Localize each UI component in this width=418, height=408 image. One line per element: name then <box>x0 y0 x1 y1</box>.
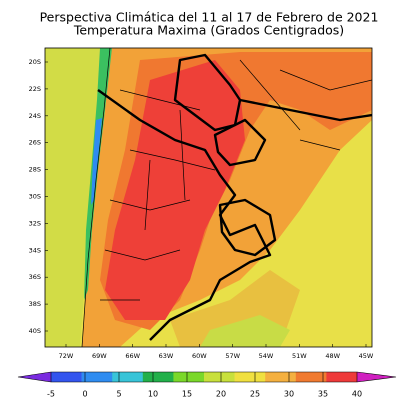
colorbar-segment <box>51 372 82 382</box>
lat-label: 36S <box>29 273 41 281</box>
map <box>44 47 373 348</box>
colorbar-label: 30 <box>284 390 294 399</box>
colorbar-label: 40 <box>352 390 362 399</box>
lat-label: 20S <box>29 58 41 66</box>
lon-label: 66W <box>125 352 140 360</box>
colorbar-segment <box>265 372 297 382</box>
lat-label: 40S <box>29 327 41 335</box>
colorbar-label: 25 <box>250 390 260 399</box>
coast <box>81 48 111 347</box>
map-frame <box>44 47 373 348</box>
south-cool <box>200 315 290 347</box>
colorbar-segment <box>326 372 358 382</box>
colorbar-segment <box>234 372 266 382</box>
uruguay-border <box>218 198 277 257</box>
lon-label: 45W <box>359 352 374 360</box>
lon-label: 57W <box>225 352 240 360</box>
lat-label: 26S <box>29 139 41 147</box>
colorbar-segment <box>295 372 327 382</box>
colorbar-end <box>18 372 51 382</box>
colorbar-label: 5 <box>116 390 121 399</box>
lon-label: 51W <box>292 352 307 360</box>
brazil-border <box>239 98 372 122</box>
pacific <box>45 48 110 347</box>
province-borders <box>100 59 372 301</box>
lat-label: 34S <box>29 246 41 254</box>
lat-label: 38S <box>29 300 41 308</box>
lon-label: 72W <box>59 352 74 360</box>
colorbar-segment <box>81 372 113 382</box>
andes-cold <box>91 118 102 205</box>
colorbar-segment <box>204 372 235 382</box>
lat-label: 30S <box>29 193 41 201</box>
misiones-border <box>213 118 267 167</box>
lat-label: 24S <box>29 112 41 120</box>
colorbar-segment <box>112 372 144 382</box>
lon-label: 48W <box>325 352 340 360</box>
colorbar-label: 0 <box>82 390 87 399</box>
colorbar-end <box>357 372 396 382</box>
colorbar-label: -5 <box>47 390 55 399</box>
lat-label: 28S <box>29 166 41 174</box>
argentina-border <box>97 89 272 341</box>
colorbar-label: 35 <box>318 390 328 399</box>
lat-label: 32S <box>29 219 41 227</box>
colorbar-label: 20 <box>216 390 226 399</box>
subtitle: Temperatura Maxima (Grados Centigrados) <box>73 23 344 38</box>
lat-label: 22S <box>29 85 41 93</box>
colorbar-segment <box>142 372 174 382</box>
title: Perspectiva Climática del 11 al 17 de Fe… <box>40 10 379 25</box>
lon-label: 54W <box>259 352 274 360</box>
lon-label: 63W <box>159 352 174 360</box>
colorbar-label: 10 <box>148 390 158 399</box>
lon-label: 60W <box>192 352 207 360</box>
colorbar-segment <box>173 372 205 382</box>
lon-label: 69W <box>92 352 107 360</box>
andes-cool <box>84 48 112 300</box>
colorbar-label: 15 <box>182 390 192 399</box>
